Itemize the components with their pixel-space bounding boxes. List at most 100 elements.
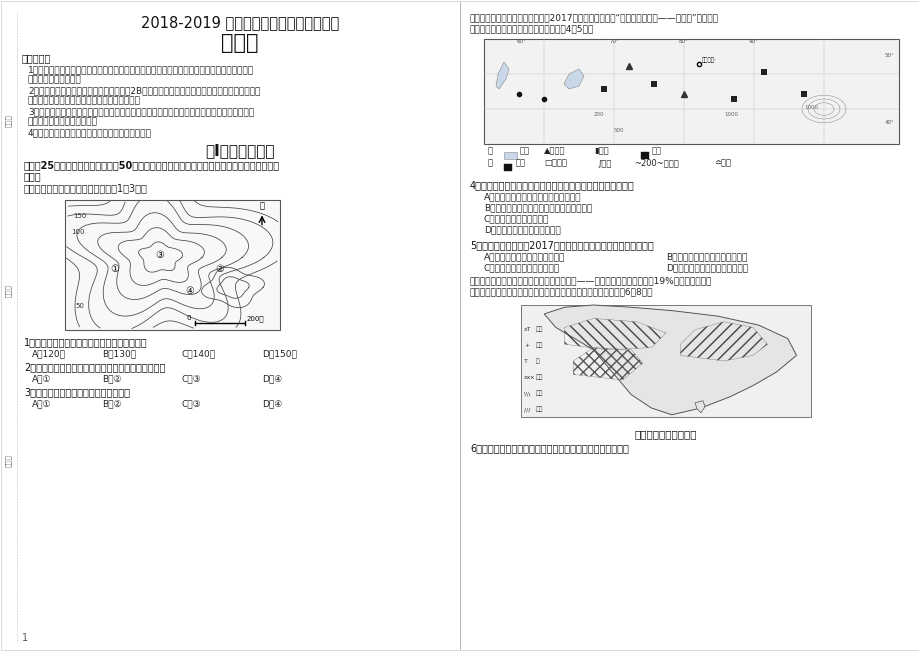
Text: 5．阿斯塔纳成功申办2017年世博会的主要优势最可能是（　　）: 5．阿斯塔纳成功申办2017年世博会的主要优势最可能是（ ） bbox=[470, 240, 653, 250]
Text: B．②: B．② bbox=[102, 400, 121, 408]
Text: D．④: D．④ bbox=[262, 400, 282, 408]
Text: 60°: 60° bbox=[516, 39, 527, 44]
Text: D．植被以温带落叶阔叶林为主: D．植被以温带落叶阔叶林为主 bbox=[483, 225, 561, 234]
Text: A．①: A．① bbox=[32, 400, 51, 408]
Text: T: T bbox=[524, 359, 528, 364]
Text: 偏少，今甘蔗歉收。下图为印度主要农作物的分布图，读图，回筁6～8题。: 偏少，今甘蔗歉收。下图为印度主要农作物的分布图，读图，回筁6～8题。 bbox=[470, 287, 652, 296]
Text: 3．图中四地平均坡度最大的是（　　）: 3．图中四地平均坡度最大的是（ ） bbox=[24, 387, 130, 398]
Text: 下图是某地等高线示意图，据此回筁1～3题。: 下图是某地等高线示意图，据此回筁1～3题。 bbox=[24, 184, 148, 193]
Text: 4．下列有关中亚地区自然地理特征的叙述，正确的是（　　）: 4．下列有关中亚地区自然地理特征的叙述，正确的是（ ） bbox=[470, 180, 634, 190]
Bar bbox=[641, 152, 648, 159]
Text: 题卡上的非答题区域均无效。: 题卡上的非答题区域均无效。 bbox=[28, 117, 97, 126]
Text: 90°: 90° bbox=[748, 39, 758, 44]
Text: 水稽: 水稽 bbox=[536, 406, 543, 412]
Text: 1．答题前，先将自己的姓名、准考证号填写在试题卷和答题卡上，并将准考证号条形码粘贴在: 1．答题前，先将自己的姓名、准考证号填写在试题卷和答题卡上，并将准考证号条形码粘… bbox=[28, 65, 254, 74]
Text: 3．非选择题的作答：用签字笔直接答在答题卡上对应的答题区域内，写在试题卷、草稿纸和答: 3．非选择题的作答：用签字笔直接答在答题卡上对应的答题区域内，写在试题卷、草稿纸… bbox=[28, 107, 254, 116]
Text: 200: 200 bbox=[594, 112, 604, 117]
Text: B．地处西风带深受湿润西风影响，气候湿湿: B．地处西风带深受湿润西风影响，气候湿湿 bbox=[483, 203, 592, 212]
Text: 哈萨克斯坦首都阿斯塔纳成功申办2017年世博会，主题为“未来能源的发展——新能源”，成为首: 哈萨克斯坦首都阿斯塔纳成功申办2017年世博会，主题为“未来能源的发展——新能源… bbox=[470, 13, 719, 22]
Text: C．140米: C．140米 bbox=[182, 350, 216, 359]
Text: C．资源丰富，工农业非常发达: C．资源丰富，工农业非常发达 bbox=[483, 263, 560, 272]
Text: 印度主要农作物分布图: 印度主要农作物分布图 bbox=[634, 429, 697, 439]
Text: ≏国界: ≏国界 bbox=[713, 158, 731, 167]
Text: A．120米: A．120米 bbox=[32, 350, 66, 359]
Text: ①: ① bbox=[110, 264, 119, 275]
Text: 40°: 40° bbox=[883, 120, 893, 125]
Text: B．130米: B．130米 bbox=[102, 350, 136, 359]
Text: 铜矿: 铜矿 bbox=[652, 146, 662, 155]
Text: ④: ④ bbox=[186, 286, 194, 296]
Text: xT: xT bbox=[524, 327, 531, 332]
Text: 100: 100 bbox=[71, 230, 85, 236]
Text: 题卷、草稿纸和答题卡上的非答题区域均无效。: 题卷、草稿纸和答题卡上的非答题区域均无效。 bbox=[28, 96, 141, 105]
Text: xxx: xxx bbox=[524, 375, 535, 380]
Text: +: + bbox=[524, 343, 528, 348]
Polygon shape bbox=[544, 305, 796, 415]
Bar bbox=[651, 81, 656, 87]
Text: 次由中亚国家举办的世博会。读图，完成4～5题。: 次由中亚国家举办的世博会。读图，完成4～5题。 bbox=[470, 24, 594, 33]
Polygon shape bbox=[694, 401, 704, 413]
Text: ~200~等高线: ~200~等高线 bbox=[633, 158, 678, 167]
Text: 考场号: 考场号 bbox=[5, 284, 11, 298]
Text: D．④: D．④ bbox=[262, 374, 282, 383]
Text: 6．印度农产品产量很大，而出口量很少，其原因是（　　）: 6．印度农产品产量很大，而出口量很少，其原因是（ ） bbox=[470, 443, 629, 453]
Text: 近日一家媒体组织预测称，全球第二大产棉国——印度本年度棉产量将下滑19%，国主产区降水: 近日一家媒体组织预测称，全球第二大产棉国——印度本年度棉产量将下滑19%，国主产… bbox=[470, 276, 711, 285]
Text: 70°: 70° bbox=[608, 39, 618, 44]
Text: 燤炭: 燤炭 bbox=[516, 158, 526, 167]
Text: 本卷入25个小题，每小题２分，內50分。在每小题给出的四个选项中，只有一项是符合题目要: 本卷入25个小题，每小题２分，內50分。在每小题给出的四个选项中，只有一项是符合… bbox=[24, 161, 279, 171]
Text: 北: 北 bbox=[259, 202, 265, 210]
Bar bbox=[504, 164, 512, 171]
Polygon shape bbox=[495, 62, 508, 89]
Text: 湖泊: 湖泊 bbox=[519, 146, 529, 155]
Text: 小麦: 小麦 bbox=[536, 391, 543, 396]
Text: D．150米: D．150米 bbox=[262, 350, 297, 359]
Text: 150: 150 bbox=[73, 212, 86, 219]
Text: 1000: 1000 bbox=[723, 112, 737, 117]
Bar bbox=[520, 305, 811, 417]
Text: 答题卡上的指定位置。: 答题卡上的指定位置。 bbox=[28, 76, 82, 85]
Bar bbox=[800, 91, 806, 97]
Text: A．①: A．① bbox=[32, 374, 51, 383]
Text: 茶: 茶 bbox=[536, 359, 539, 364]
Text: B．②: B．② bbox=[102, 374, 121, 383]
Text: 1．图示区域内的最大相对高度可能是（　　）: 1．图示区域内的最大相对高度可能是（ ） bbox=[24, 337, 147, 348]
Text: 座位号: 座位号 bbox=[5, 454, 11, 467]
Text: 地　理: 地 理 bbox=[221, 33, 258, 53]
Text: 图: 图 bbox=[487, 146, 493, 155]
Text: 求的。: 求的。 bbox=[24, 171, 41, 182]
Text: 注意事项：: 注意事项： bbox=[22, 53, 51, 63]
Bar bbox=[731, 96, 736, 102]
Text: 阿斯塔纳⋅: 阿斯塔纳⋅ bbox=[701, 57, 716, 63]
Text: 0: 0 bbox=[187, 316, 191, 322]
Text: C．境内多内河流、内陆湖: C．境内多内河流、内陆湖 bbox=[483, 214, 549, 223]
Text: 80°: 80° bbox=[678, 39, 688, 44]
Polygon shape bbox=[563, 69, 584, 89]
Text: 2018-2019 学年下学期高二年级期中考试: 2018-2019 学年下学期高二年级期中考试 bbox=[141, 15, 339, 30]
Text: D．人口多，市场广，服务所量高: D．人口多，市场广，服务所量高 bbox=[665, 263, 747, 272]
Text: 2．选择题的作答：每小题选出答案后，用2B铅笔把答题卡上对应题目的答案标号涂黑，写在试: 2．选择题的作答：每小题选出答案后，用2B铅笔把答题卡上对应题目的答案标号涂黑，… bbox=[28, 86, 260, 95]
Text: 500: 500 bbox=[613, 128, 624, 133]
Text: 棉花: 棉花 bbox=[536, 374, 543, 380]
Bar bbox=[504, 152, 516, 159]
Text: B．位置优越，位于亚欧连接纽带: B．位置优越，位于亚欧连接纽带 bbox=[665, 252, 746, 261]
Text: ∫河流: ∫河流 bbox=[597, 158, 612, 167]
Text: A．地形以山地丘陵为主，地势西高东低: A．地形以山地丘陵为主，地势西高东低 bbox=[483, 192, 581, 201]
Text: □天然气: □天然气 bbox=[543, 158, 566, 167]
Text: ②: ② bbox=[215, 264, 224, 275]
Bar bbox=[760, 69, 766, 75]
Text: 200米: 200米 bbox=[246, 315, 265, 322]
Text: ///: /// bbox=[524, 407, 529, 412]
Text: ▮石油: ▮石油 bbox=[594, 146, 608, 155]
Bar bbox=[65, 199, 279, 329]
Text: C．③: C．③ bbox=[182, 400, 201, 408]
Bar bbox=[483, 39, 898, 144]
Text: \\\: \\\ bbox=[524, 391, 529, 396]
Text: ③: ③ bbox=[155, 249, 165, 260]
Text: C．③: C．③ bbox=[182, 374, 201, 383]
Text: 4．考试结束后，请将本试题卷和答题卡一并上交。: 4．考试结束后，请将本试题卷和答题卡一并上交。 bbox=[28, 128, 152, 137]
Text: 黄麦: 黄麦 bbox=[536, 342, 543, 348]
Text: 例: 例 bbox=[487, 158, 493, 167]
Text: 第Ⅰ卷（选择题）: 第Ⅰ卷（选择题） bbox=[205, 143, 275, 158]
Text: A．水陆交通便利，旅客集散量大: A．水陆交通便利，旅客集散量大 bbox=[483, 252, 565, 261]
Text: 50°: 50° bbox=[883, 53, 893, 58]
